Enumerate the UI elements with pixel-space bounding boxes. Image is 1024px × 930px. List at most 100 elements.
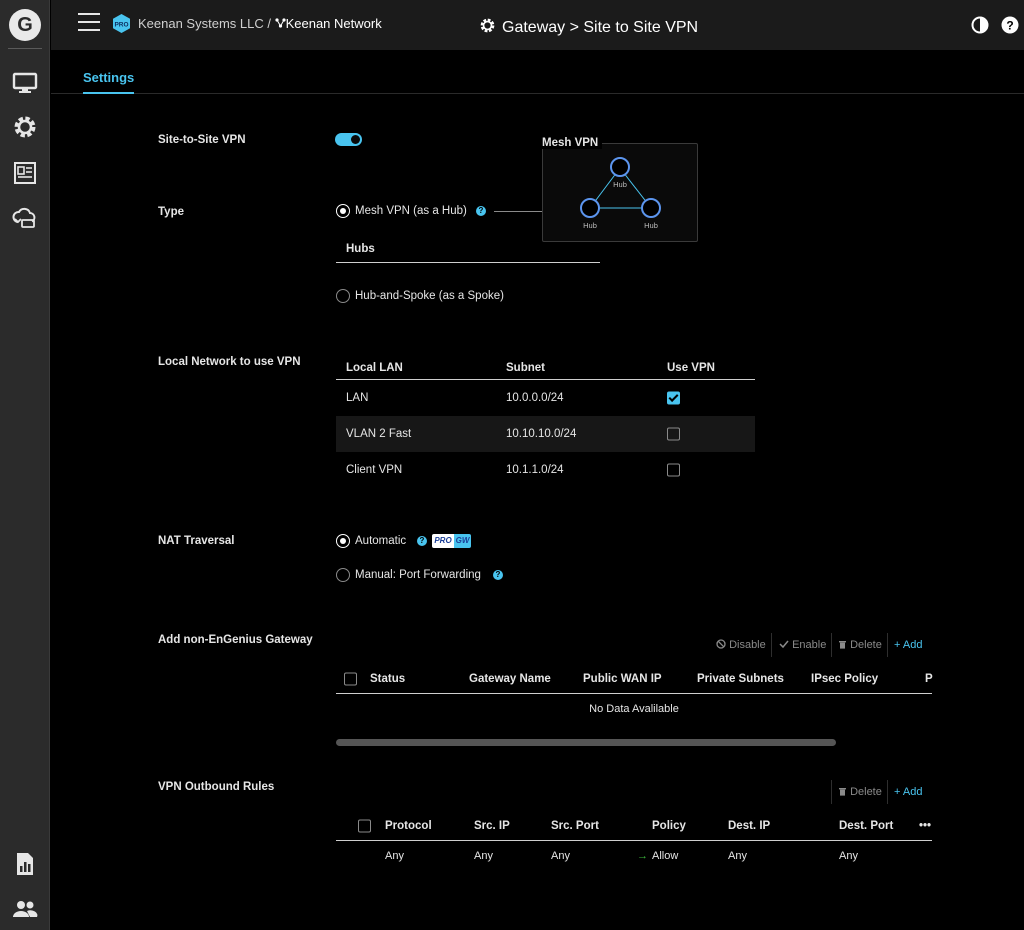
table-row: VLAN 2 Fast 10.10.10.0/24 (336, 416, 755, 452)
nat-manual-label[interactable]: Manual: Port Forwarding (355, 569, 481, 581)
tab-settings[interactable]: Settings (83, 70, 135, 94)
mesh-vpn-option-label[interactable]: Mesh VPN (as a Hub) (355, 205, 467, 217)
badge-gw: GW (454, 534, 471, 548)
add-gateway-button[interactable]: + Add (894, 639, 923, 651)
gateway-table: Status Gateway Name Public WAN IP Privat… (336, 664, 933, 694)
report-icon[interactable] (12, 160, 38, 186)
help-automatic-icon[interactable]: ? (417, 536, 427, 546)
outbound-rules-table: Protocol Src. IP Src. Port Policy Dest. … (336, 811, 932, 871)
help-manual-icon[interactable]: ? (493, 570, 503, 580)
network-topology-icon (274, 18, 286, 28)
monitor-icon[interactable] (12, 70, 38, 96)
nat-manual-radio[interactable] (336, 568, 350, 582)
delete-label[interactable]: Delete (850, 786, 882, 798)
column-header[interactable]: Gateway Name (469, 672, 551, 685)
arrow-right-icon: → (637, 850, 648, 862)
diagram-connector (494, 211, 544, 212)
local-lan-table: Local LAN Subnet Use VPN LAN 10.0.0.0/24… (336, 356, 755, 488)
breadcrumb-text: Gateway > Site to Site VPN (502, 19, 699, 36)
lan-subnet: 10.10.10.0/24 (506, 428, 577, 440)
nat-traversal-label: NAT Traversal (158, 535, 235, 547)
horizontal-scrollbar[interactable] (336, 739, 836, 746)
pro-gw-badge: PRO GW (432, 534, 471, 548)
column-header[interactable]: P (925, 672, 933, 685)
lan-name: VLAN 2 Fast (346, 428, 412, 440)
add-label[interactable]: Add (902, 639, 923, 651)
hub-label: Hub (644, 221, 658, 230)
delete-label[interactable]: Delete (850, 639, 882, 651)
lan-subnet: 10.1.1.0/24 (506, 464, 564, 476)
hub-and-spoke-radio[interactable] (336, 289, 350, 303)
select-all-checkbox[interactable] (344, 672, 357, 685)
tab-bar: Settings (51, 50, 1024, 94)
column-header: Src. IP (474, 819, 510, 832)
help-icon[interactable]: ? (1001, 16, 1019, 34)
delete-button[interactable]: Delete (838, 639, 882, 651)
disable-label[interactable]: Disable (729, 639, 766, 651)
type-label: Type (158, 206, 184, 218)
rule-src-port: Any (551, 850, 570, 862)
mesh-vpn-diagram: Hub Hub Hub (542, 143, 698, 242)
org-breadcrumb[interactable]: Keenan Systems LLC / Keenan Network (138, 16, 382, 31)
users-icon[interactable] (12, 896, 38, 922)
network-name-text[interactable]: Keenan Network (285, 16, 382, 31)
column-header[interactable]: Status (370, 672, 406, 685)
column-header: Policy (652, 819, 686, 832)
disable-button[interactable]: Disable (716, 639, 766, 651)
use-vpn-checkbox[interactable] (667, 427, 680, 441)
column-header[interactable]: Public WAN IP (583, 672, 662, 685)
analytics-icon[interactable] (12, 851, 38, 877)
add-label[interactable]: Add (902, 786, 923, 798)
table-header: Status Gateway Name Public WAN IP Privat… (336, 664, 933, 694)
theme-toggle-icon[interactable] (971, 16, 989, 34)
trash-icon (839, 788, 846, 796)
hubs-label: Hubs (346, 243, 375, 255)
local-network-label: Local Network to use VPN (158, 356, 301, 368)
use-vpn-checkbox[interactable] (667, 391, 680, 405)
site-to-site-label: Site-to-Site VPN (158, 134, 246, 146)
lan-name: Client VPN (346, 464, 403, 476)
rail-divider (8, 48, 42, 49)
hubs-select[interactable]: Hubs (336, 238, 600, 263)
table-row[interactable]: Any Any Any → Allow Any Any (336, 841, 932, 871)
select-all-checkbox[interactable] (358, 819, 371, 832)
more-options-icon[interactable]: ••• (919, 819, 932, 832)
gear-icon[interactable] (12, 114, 38, 140)
svg-text:?: ? (1006, 19, 1013, 33)
nat-automatic-label[interactable]: Automatic (355, 535, 407, 547)
rule-src-ip: Any (474, 850, 493, 862)
column-header[interactable]: IPsec Policy (811, 672, 879, 685)
hamburger-menu-icon[interactable] (78, 13, 100, 33)
top-header: PRO Keenan Systems LLC / Keenan Network … (51, 0, 1024, 50)
nat-automatic-radio[interactable] (336, 534, 350, 548)
org-name[interactable]: Keenan Systems LLC / (138, 16, 271, 31)
page-breadcrumb: Gateway > Site to Site VPN (479, 17, 698, 37)
site-to-site-toggle[interactable] (335, 133, 362, 146)
add-rule-button[interactable]: + Add (894, 786, 923, 798)
enable-button[interactable]: Enable (779, 639, 826, 651)
engenius-logo-icon[interactable]: G (9, 9, 41, 41)
column-header: Protocol (385, 819, 432, 832)
column-header: Dest. Port (839, 819, 894, 832)
rule-policy: → Allow (637, 850, 678, 862)
mesh-vpn-diagram-title: Mesh VPN (542, 137, 603, 149)
hub-and-spoke-option-label[interactable]: Hub-and-Spoke (as a Spoke) (355, 290, 504, 302)
table-row: LAN 10.0.0.0/24 (336, 380, 755, 416)
network-name[interactable]: Keenan Network (274, 16, 382, 31)
block-icon (716, 639, 726, 649)
column-header[interactable]: Private Subnets (697, 672, 784, 685)
mesh-vpn-radio[interactable] (336, 204, 350, 218)
outbound-rules-label: VPN Outbound Rules (158, 781, 275, 793)
lan-name: LAN (346, 392, 369, 404)
trash-icon (839, 641, 846, 649)
delete-rule-button[interactable]: Delete (838, 786, 882, 798)
hub-label: Hub (613, 180, 627, 189)
gear-icon (480, 18, 495, 33)
cloud-sync-icon[interactable] (12, 205, 38, 231)
check-icon (779, 640, 789, 649)
enable-label[interactable]: Enable (792, 639, 827, 651)
help-mesh-icon[interactable]: ? (476, 206, 486, 216)
hub-label: Hub (583, 221, 597, 230)
use-vpn-checkbox[interactable] (667, 463, 680, 477)
left-rail: G (0, 0, 50, 930)
